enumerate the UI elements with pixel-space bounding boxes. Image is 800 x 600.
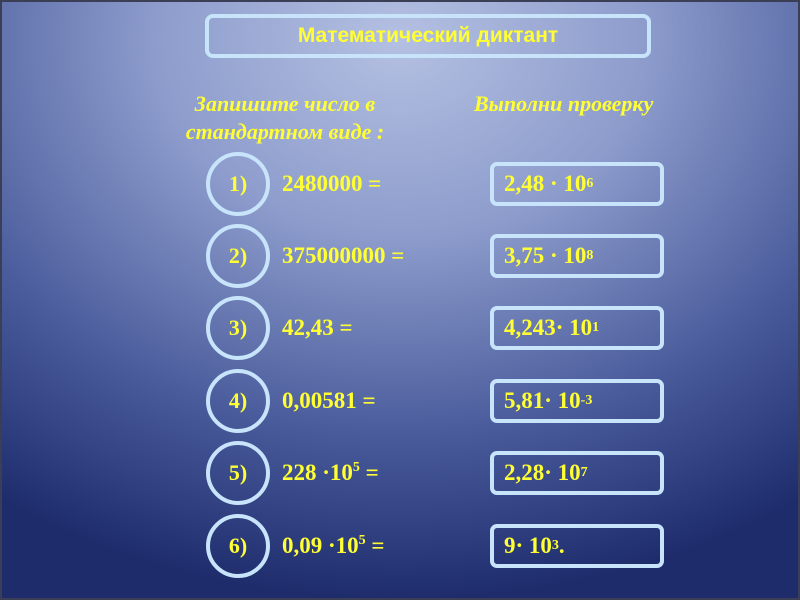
row-expression: 228 ·105 = — [282, 458, 379, 488]
right-header: Выполни проверку — [474, 91, 654, 116]
row-number: 6) — [228, 533, 248, 558]
expr-sup: 5 — [352, 460, 360, 475]
answer-text: 2,28· 10 — [504, 460, 581, 485]
expr-text: 2480000 = — [282, 171, 382, 196]
left-header-line2: стандартном виде : — [185, 119, 385, 144]
row-number-circle: 1) — [206, 152, 270, 216]
answer-text: 5,81· 10 — [504, 388, 581, 413]
answer-suffix: . — [558, 533, 565, 558]
row-number: 3) — [228, 315, 248, 340]
row-number-circle: 4) — [206, 369, 270, 433]
expr-suffix: = — [365, 533, 385, 558]
row-number: 5) — [228, 460, 248, 485]
row-number-circle: 2) — [206, 224, 270, 288]
answer-text: 4,243· 10 — [504, 315, 593, 340]
expr-text: 375000000 = — [282, 243, 405, 268]
expr-text: 0,00581 = — [282, 388, 376, 413]
answer-text: 3,75 · 10 — [504, 243, 587, 268]
row-number: 1) — [228, 171, 248, 196]
row-number-circle: 6) — [206, 514, 270, 578]
expr-suffix: = — [359, 460, 379, 485]
answer-box: 3,75 · 10 8 — [490, 234, 664, 278]
row-expression: 42,43 = — [282, 313, 353, 343]
answer-text: 2,48 · 10 — [504, 171, 587, 196]
answer-box: 2,28· 10 7 — [490, 451, 664, 495]
row-expression: 0,09 ·105 = — [282, 531, 385, 561]
answer-box: 5,81· 10 -3 — [490, 379, 664, 423]
row-expression: 375000000 = — [282, 241, 404, 271]
expr-text: 0,09 ·10 — [282, 533, 359, 558]
answer-box: 9· 10 3. — [490, 524, 664, 568]
expr-text: 42,43 = — [282, 315, 353, 340]
left-header: Запишите число в стандартном виде : — [160, 90, 410, 146]
left-header-line1: Запишите число в — [194, 91, 376, 116]
row-number: 2) — [228, 243, 248, 268]
expr-sup: 5 — [358, 533, 366, 548]
row-expression: 2480000 = — [282, 169, 381, 199]
row-expression: 0,00581 = — [282, 386, 376, 416]
answer-box: 4,243· 10 1 — [490, 306, 664, 350]
row-number-circle: 3) — [206, 296, 270, 360]
answer-text: 9· 10 — [504, 533, 552, 558]
row-number-circle: 5) — [206, 441, 270, 505]
title-box: Математический диктант — [205, 14, 651, 58]
expr-text: 228 ·10 — [282, 460, 353, 485]
slide-title: Математический диктант — [297, 24, 559, 47]
answer-box: 2,48 · 10 6 — [490, 162, 664, 206]
row-number: 4) — [228, 388, 248, 413]
